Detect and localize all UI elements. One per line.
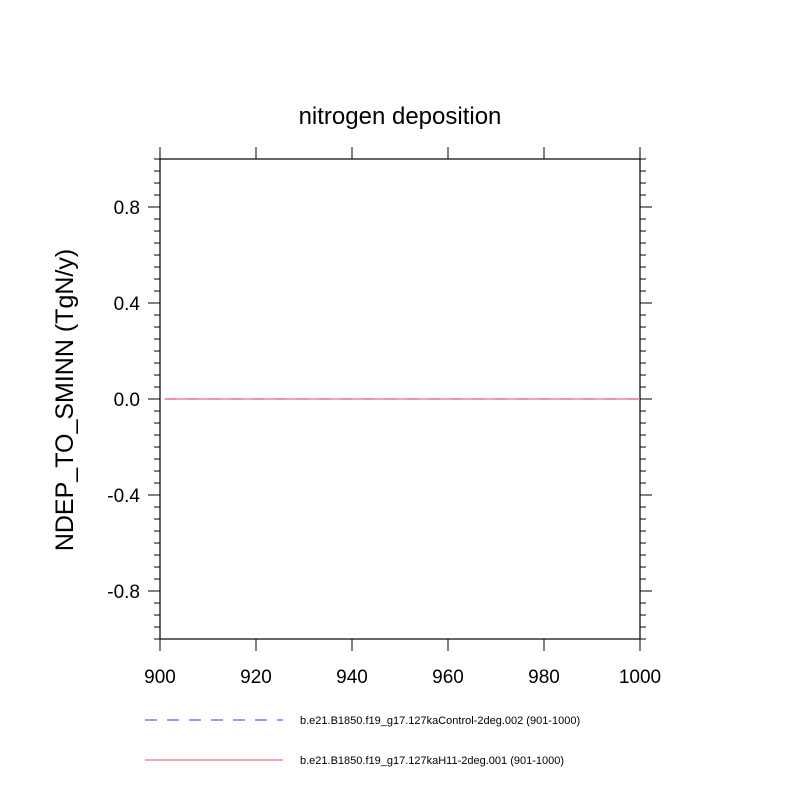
y-tick-label: -0.8 xyxy=(107,582,140,603)
y-axis-label: NDEP_TO_SMINN (TgN/y) xyxy=(51,249,79,551)
x-tick-label: 940 xyxy=(336,667,368,688)
legend: b.e21.B1850.f19_g17.127kaControl-2deg.00… xyxy=(145,715,580,767)
y-tick-label: -0.4 xyxy=(107,486,140,507)
chart-title: nitrogen deposition xyxy=(299,103,502,130)
x-tick-label: 980 xyxy=(528,667,560,688)
legend-label-1: b.e21.B1850.f19_g17.127kaControl-2deg.00… xyxy=(300,715,580,727)
x-tick-label: 1000 xyxy=(619,667,661,688)
y-tick-label: 0.4 xyxy=(114,294,141,315)
x-tick-label: 900 xyxy=(144,667,176,688)
legend-label-2: b.e21.B1850.f19_g17.127kaH11-2deg.001 (9… xyxy=(300,755,564,767)
x-tick-label: 960 xyxy=(432,667,464,688)
y-tick-label: 0.0 xyxy=(114,390,140,411)
x-tick-label: 920 xyxy=(240,667,272,688)
y-axis-ticks: -0.8 -0.4 0.0 0.4 0.8 xyxy=(107,158,652,640)
y-tick-label: 0.8 xyxy=(114,198,140,219)
x-axis-ticks: 900 920 940 960 980 1000 xyxy=(144,147,661,688)
